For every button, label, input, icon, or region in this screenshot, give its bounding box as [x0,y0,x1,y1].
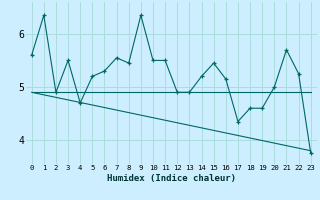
X-axis label: Humidex (Indice chaleur): Humidex (Indice chaleur) [107,174,236,183]
